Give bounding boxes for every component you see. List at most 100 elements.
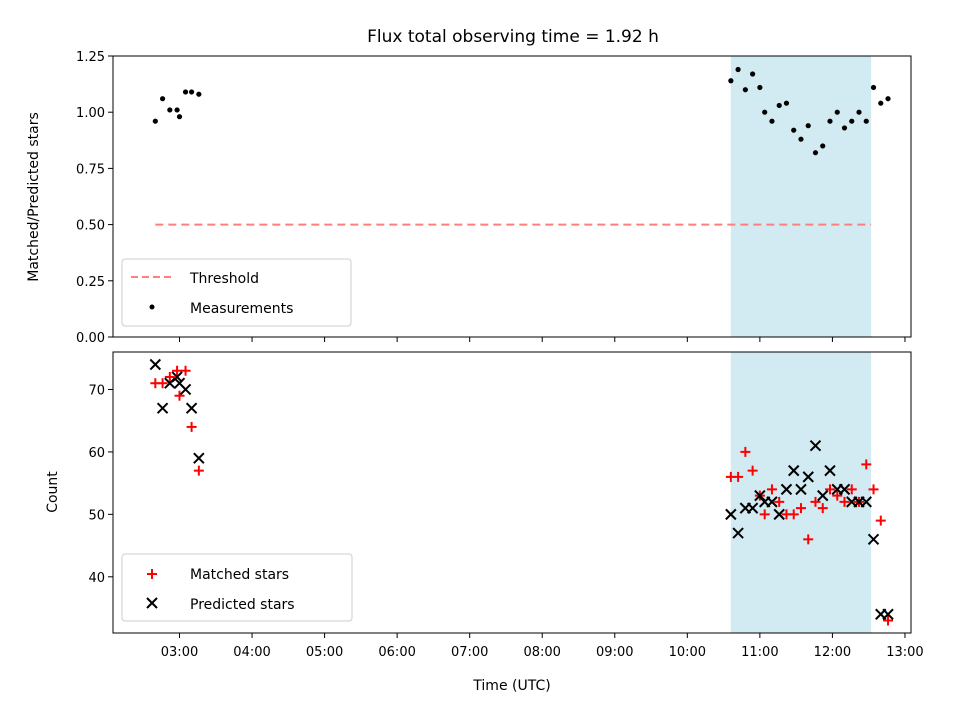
predicted-star-point [860, 496, 872, 508]
y-tick-label: 1.25 [76, 50, 105, 65]
y-tick-label: 0.75 [76, 162, 105, 177]
x-tick-label: 12:00 [814, 645, 851, 660]
matched-star-point [174, 390, 185, 401]
predicted-star-point [780, 483, 793, 496]
predicted-star-point [867, 533, 880, 546]
top-legend: Threshold Measurements [121, 258, 352, 327]
x-tick-label: 04:00 [233, 645, 270, 660]
matched-star-point [803, 534, 814, 545]
x-tick-label: 09:00 [596, 645, 633, 660]
bottom-highlight-span [730, 352, 872, 633]
x-tick-label: 06:00 [378, 645, 415, 660]
measurement-point [196, 91, 202, 97]
matched-star-point [180, 365, 191, 376]
matched-star-point [883, 615, 894, 626]
measurement-point [735, 66, 741, 73]
measurement-point [159, 96, 166, 102]
predicted-star-point [171, 371, 183, 383]
measurement-point [798, 136, 804, 142]
y-tick-label: 0.00 [76, 331, 105, 346]
measurement-point [152, 118, 158, 124]
measurement-point [776, 102, 782, 109]
bottom-y-ticks: 40 50 60 70 [88, 383, 113, 586]
legend-measurements-swatch [149, 304, 155, 310]
matched-star-point [795, 503, 806, 514]
predicted-star-point [773, 508, 785, 521]
legend-matched-label: Matched stars [190, 567, 289, 583]
measurement-point [757, 84, 763, 91]
matched-star-point [157, 378, 168, 389]
top-marks [152, 66, 891, 226]
measurement-point [769, 118, 775, 124]
measurement-point [834, 109, 840, 115]
matched-star-point [868, 484, 879, 495]
measurement-point [885, 96, 891, 102]
measurement-point [863, 118, 869, 124]
matched-star-point [861, 459, 872, 470]
measurement-point [820, 143, 826, 149]
y-tick-label: 60 [88, 446, 105, 461]
predicted-star-point [179, 383, 192, 396]
bottom-marks [149, 358, 894, 626]
y-tick-label: 0.50 [76, 219, 105, 234]
measurement-point [841, 125, 848, 131]
matched-star-point [875, 515, 886, 526]
measurement-point [762, 109, 768, 115]
measurement-point [182, 89, 189, 95]
predicted-star-point [149, 358, 162, 371]
top-axes-frame [112, 55, 912, 338]
matched-star-point [788, 509, 799, 520]
measurement-point [176, 114, 183, 120]
predicted-star-point [817, 489, 829, 502]
predicted-star-point [809, 439, 822, 452]
matched-star-point [186, 421, 197, 432]
x-tick-label: 03:00 [161, 645, 198, 660]
top-x-ticks [179, 337, 906, 342]
predicted-star-point [185, 402, 198, 414]
y-tick-label: 0.25 [76, 275, 105, 290]
x-tick-label: 11:00 [741, 645, 778, 660]
predicted-star-point [156, 402, 169, 414]
bottom-x-ticks: 03:00 04:00 05:00 06:00 07:00 08:00 09:00 10:00… [161, 633, 924, 660]
bottom-legend-box [121, 553, 353, 622]
bottom-axes-frame [112, 351, 912, 634]
legend-matched-swatch [147, 569, 157, 579]
top-y-ticks: 0.00 0.25 0.50 0.75 1.00 1.25 [76, 50, 113, 346]
matched-star-point [810, 496, 821, 507]
y-tick-label: 50 [88, 508, 105, 523]
predicted-star-point [838, 483, 851, 496]
matched-star-point [824, 484, 835, 495]
matched-star-point [172, 365, 183, 376]
bottom-legend: Matched stars Predicted stars [121, 553, 353, 622]
matched-star-point [774, 496, 785, 507]
measurement-point [856, 109, 862, 115]
matched-star-point [164, 371, 175, 382]
measurement-point [791, 127, 797, 133]
predicted-star-point [725, 508, 737, 521]
predicted-star-point [193, 452, 205, 464]
legend-measurements-label: Measurements [190, 301, 293, 317]
matched-star-point [817, 503, 828, 514]
matched-star-point [759, 509, 770, 520]
matched-star-point [193, 465, 204, 476]
measurement-point [783, 100, 790, 106]
chart-title: Flux total observing time = 1.92 h [367, 27, 659, 47]
measurement-point [849, 118, 855, 124]
measurement-point [750, 71, 756, 77]
matched-star-point [766, 484, 777, 495]
matched-star-point [832, 490, 843, 501]
top-y-axis-label: Matched/Predicted stars [26, 112, 42, 282]
measurement-point [827, 118, 833, 124]
x-axis-label: Time (UTC) [472, 678, 550, 694]
predicted-star-point [732, 527, 744, 539]
matched-star-point [740, 446, 751, 457]
matched-star-point [839, 496, 850, 507]
top-highlight-span [730, 56, 872, 337]
predicted-star-point [746, 502, 759, 514]
legend-predicted-swatch [146, 597, 158, 609]
matched-star-point [846, 484, 857, 495]
y-tick-label: 1.00 [76, 106, 105, 121]
predicted-star-point [766, 496, 778, 508]
